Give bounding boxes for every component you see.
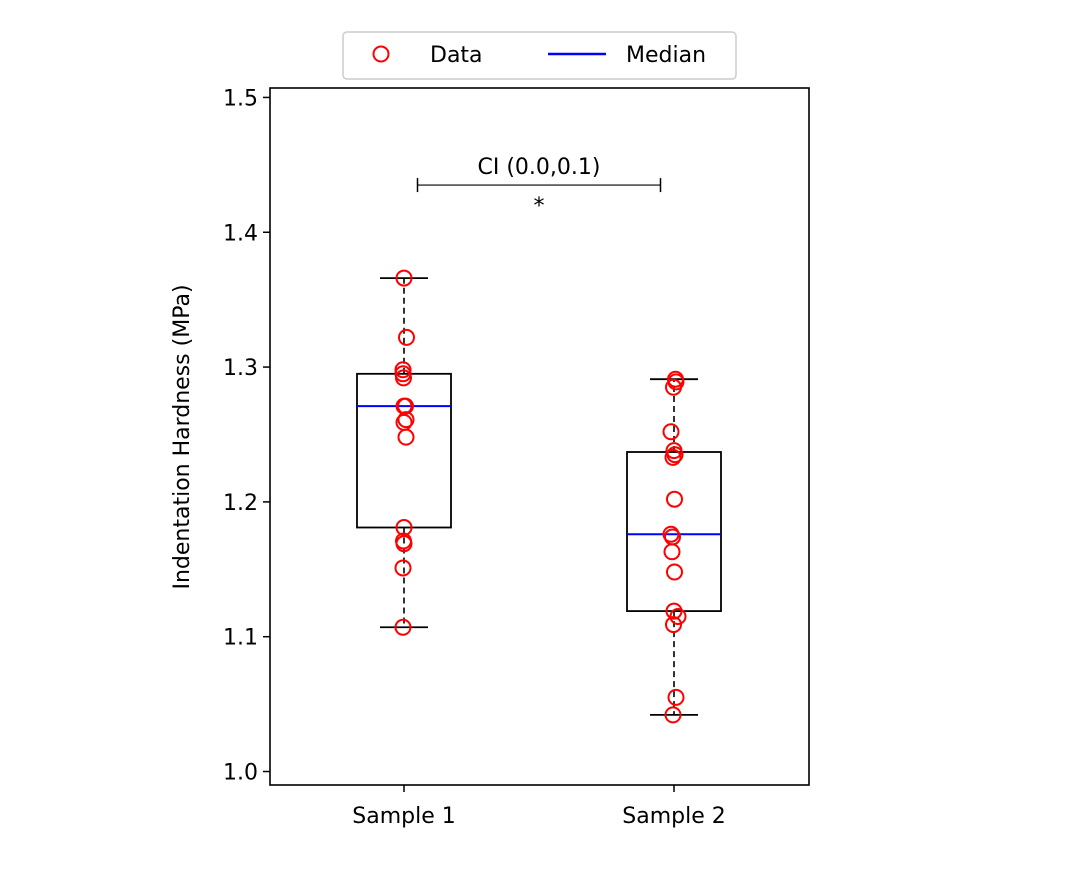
axis-ticks: 1.0 1.1 1.2 1.3 1.4 1.5 Sample 1 Sample 2 — [223, 86, 726, 829]
data-point — [666, 563, 683, 581]
data-point — [662, 423, 680, 441]
data-point — [665, 616, 682, 634]
legend-median-label: Median — [626, 43, 706, 68]
y-axis-title: Indentation Hardness (MPa) — [170, 284, 195, 589]
data-point — [665, 602, 683, 620]
y-tick-label: 1.3 — [223, 356, 258, 381]
data-point — [395, 269, 413, 287]
data-point — [665, 378, 682, 396]
significance-annotation: CI (0.0,0.1) * — [416, 155, 662, 219]
data-point — [669, 607, 687, 625]
legend: Data Median — [342, 31, 737, 80]
box-group — [626, 378, 722, 716]
box-group — [356, 277, 452, 629]
data-point — [398, 328, 415, 346]
y-tick-label: 1.1 — [223, 626, 258, 651]
legend-data-label: Data — [430, 43, 483, 68]
data-point — [394, 559, 412, 577]
data-point — [397, 411, 415, 429]
data-point — [663, 543, 681, 561]
data-point — [394, 361, 412, 379]
data-point — [397, 397, 414, 415]
data-point — [667, 688, 685, 706]
data-point — [394, 618, 412, 636]
plot-area-frame — [269, 87, 810, 786]
significance-star: * — [534, 194, 545, 219]
data-point — [394, 365, 412, 383]
data-point — [664, 448, 682, 466]
ci-label: CI (0.0,0.1) — [478, 155, 601, 180]
data-point — [666, 446, 684, 464]
data-point — [664, 706, 682, 724]
data-point — [397, 428, 415, 446]
y-tick-label: 1.5 — [223, 86, 258, 111]
boxes — [356, 277, 722, 716]
data-point — [395, 519, 413, 537]
data-point — [666, 490, 683, 508]
data-point — [395, 535, 413, 553]
y-tick-label: 1.2 — [223, 491, 258, 516]
y-tick-label: 1.4 — [223, 221, 258, 246]
data-points — [394, 269, 687, 724]
legend-data-marker — [372, 45, 390, 63]
box-iqr — [626, 451, 722, 612]
legend-frame — [342, 31, 737, 80]
y-tick-label: 1.0 — [223, 761, 258, 786]
x-tick-label: Sample 1 — [352, 804, 455, 829]
x-tick-label: Sample 2 — [622, 804, 725, 829]
box-iqr — [356, 372, 452, 529]
